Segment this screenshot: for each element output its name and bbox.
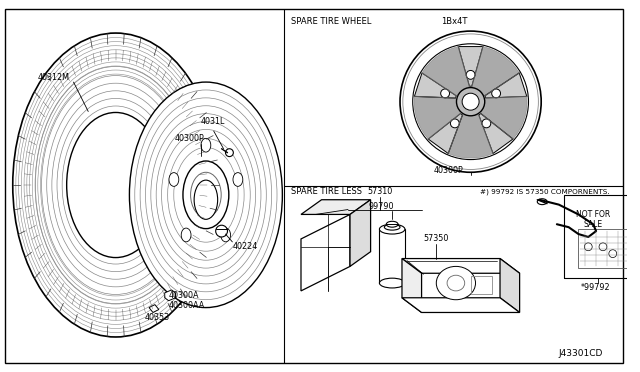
- Ellipse shape: [380, 224, 405, 234]
- Text: 40353: 40353: [145, 313, 170, 322]
- Polygon shape: [458, 46, 483, 86]
- Ellipse shape: [413, 44, 529, 160]
- Ellipse shape: [537, 199, 547, 205]
- Ellipse shape: [436, 266, 476, 300]
- Polygon shape: [428, 113, 463, 154]
- Polygon shape: [422, 46, 469, 96]
- Text: 40300A: 40300A: [168, 291, 199, 300]
- Ellipse shape: [129, 82, 282, 308]
- Polygon shape: [402, 298, 520, 312]
- Ellipse shape: [216, 225, 227, 237]
- Text: 40224: 40224: [232, 242, 258, 251]
- Ellipse shape: [466, 70, 475, 79]
- Ellipse shape: [599, 243, 607, 251]
- Text: J43301CD: J43301CD: [559, 349, 603, 358]
- Text: 1Bx4T: 1Bx4T: [441, 17, 468, 26]
- Text: SALE: SALE: [583, 220, 602, 229]
- Ellipse shape: [482, 119, 491, 128]
- Text: 40312M: 40312M: [37, 73, 69, 82]
- Bar: [579, 229, 632, 268]
- Ellipse shape: [380, 278, 405, 288]
- Polygon shape: [472, 46, 519, 96]
- Ellipse shape: [456, 87, 484, 116]
- Text: 40300AA: 40300AA: [168, 301, 205, 310]
- Ellipse shape: [67, 112, 164, 257]
- Ellipse shape: [387, 221, 398, 227]
- Ellipse shape: [462, 93, 479, 110]
- Polygon shape: [485, 73, 527, 98]
- Polygon shape: [402, 259, 422, 312]
- Text: 57350: 57350: [424, 234, 449, 243]
- Text: 40300P: 40300P: [433, 166, 463, 175]
- Ellipse shape: [194, 180, 218, 219]
- Polygon shape: [149, 305, 159, 312]
- Ellipse shape: [609, 250, 617, 257]
- Ellipse shape: [169, 173, 179, 186]
- Text: 57310: 57310: [368, 187, 393, 196]
- Polygon shape: [500, 259, 520, 312]
- Polygon shape: [164, 290, 175, 301]
- Polygon shape: [414, 73, 456, 98]
- Ellipse shape: [221, 228, 230, 242]
- Text: 4031L: 4031L: [201, 117, 225, 126]
- Bar: [564, 195, 640, 278]
- Polygon shape: [301, 200, 371, 214]
- Text: SPARE TIRE WHEEL: SPARE TIRE WHEEL: [291, 17, 372, 26]
- Ellipse shape: [492, 89, 500, 98]
- Ellipse shape: [400, 31, 541, 172]
- Bar: [470, 276, 492, 294]
- Ellipse shape: [13, 33, 219, 337]
- Ellipse shape: [225, 149, 234, 157]
- Ellipse shape: [181, 228, 191, 242]
- Ellipse shape: [201, 138, 211, 152]
- Ellipse shape: [183, 161, 229, 229]
- Text: 40300P: 40300P: [175, 134, 204, 144]
- Text: *99792: *99792: [580, 283, 610, 292]
- Text: SPARE TIRE LESS: SPARE TIRE LESS: [291, 187, 362, 196]
- Ellipse shape: [451, 119, 460, 128]
- Polygon shape: [402, 259, 520, 273]
- Polygon shape: [350, 200, 371, 266]
- Ellipse shape: [584, 243, 592, 251]
- Ellipse shape: [441, 89, 449, 98]
- Ellipse shape: [385, 224, 400, 230]
- Bar: [380, 229, 405, 283]
- Polygon shape: [481, 96, 527, 139]
- Polygon shape: [479, 113, 513, 154]
- Polygon shape: [414, 96, 461, 139]
- Polygon shape: [301, 214, 350, 291]
- Polygon shape: [448, 115, 493, 158]
- Text: #) 99792 IS 57350 COMPORNENTS.: #) 99792 IS 57350 COMPORNENTS.: [481, 189, 610, 195]
- Text: 99790: 99790: [369, 202, 394, 211]
- Ellipse shape: [233, 173, 243, 186]
- Text: NOT FOR: NOT FOR: [576, 210, 610, 219]
